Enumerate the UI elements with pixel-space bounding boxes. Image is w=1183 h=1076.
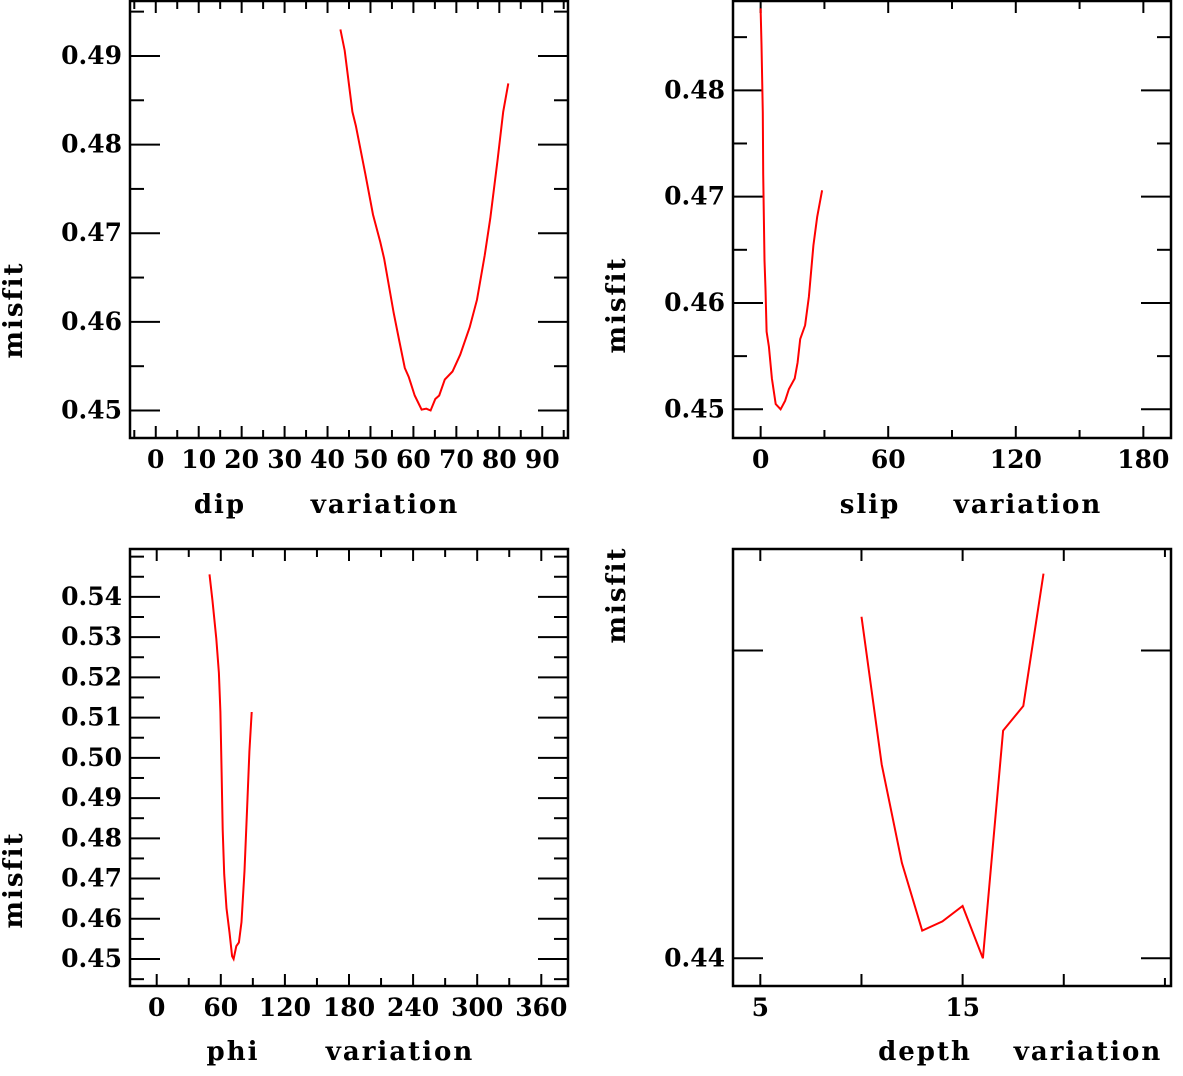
x-axis-title: variation	[953, 490, 1103, 520]
misfit-curve-depth	[860, 573, 1045, 959]
y-tick-label: 0.45	[664, 394, 725, 423]
y-tick-label: 0.47	[61, 864, 122, 893]
y-tick-label: 0.47	[61, 218, 122, 247]
y-tick-label: 0.47	[664, 182, 725, 211]
x-tick-label: 70	[439, 445, 474, 474]
x-tick-label: 120	[259, 993, 311, 1022]
y-tick-label: 0.53	[61, 622, 122, 651]
panel-slip: 0 60 120 180 0.45 0.46 0.47 0.48 slip variation mi…	[602, 0, 1173, 520]
x-tick-label: 360	[515, 993, 567, 1022]
x-tick-label: 0	[147, 445, 164, 474]
y-axis-title: misfit	[0, 831, 29, 928]
y-tick-label: 0.46	[61, 307, 122, 336]
x-tick-label: 80	[482, 445, 517, 474]
x-tick-label: 120	[990, 445, 1042, 474]
y-tick-label: 0.45	[61, 944, 122, 973]
y-tick-label: 0.46	[61, 904, 122, 933]
x-tick-label: 180	[1117, 445, 1169, 474]
y-axis-title: misfit	[602, 256, 632, 353]
x-axis-title: depth	[878, 1037, 972, 1067]
x-axis-title: slip	[840, 490, 901, 520]
x-tick-label: 15	[945, 993, 980, 1022]
y-tick-label: 0.54	[61, 582, 122, 611]
plot-frame	[731, 0, 1173, 440]
x-tick-label: 5	[752, 993, 769, 1022]
x-axis-title: variation	[325, 1037, 475, 1067]
x-tick-label: 10	[181, 445, 216, 474]
y-tick-label: 0.49	[61, 41, 122, 70]
x-tick-label: 180	[323, 993, 375, 1022]
misfit-curve-dip	[339, 29, 510, 412]
x-tick-label: 0	[148, 993, 165, 1022]
y-tick-label: 0.48	[61, 130, 122, 159]
x-axis-title: phi	[207, 1037, 260, 1067]
y-tick-label: 0.44	[664, 943, 725, 972]
x-tick-label: 60	[203, 993, 238, 1022]
x-tick-label: 50	[353, 445, 388, 474]
x-tick-label: 60	[396, 445, 431, 474]
y-tick-label: 0.49	[61, 783, 122, 812]
x-tick-label: 0	[752, 445, 769, 474]
y-tick-label: 0.52	[61, 662, 122, 691]
misfit-curve-slip	[759, 8, 824, 412]
x-axis-title: dip	[194, 490, 246, 520]
x-tick-label: 30	[267, 445, 302, 474]
x-tick-label: 60	[871, 445, 906, 474]
y-tick-label: 0.48	[61, 823, 122, 852]
panel-depth: 5 15 0.44 depth variation misfit	[602, 546, 1173, 1067]
y-tick-label: 0.50	[61, 743, 122, 772]
panel-dip: 0 10 20 30 40 50 60 70 80 90 0.45 0.46 0.47 0.48 0.49 d…	[0, 0, 570, 520]
misfit-curve-phi	[208, 574, 253, 962]
x-tick-label: 40	[310, 445, 345, 474]
plot-frame	[731, 547, 1173, 988]
x-axis-title: variation	[310, 490, 460, 520]
x-tick-label: 20	[224, 445, 259, 474]
plot-frame	[128, 547, 570, 988]
panel-phi: 0 60 120 180 240 300 360 0.45 0.46 0.47 0.48 0.49 0.…	[0, 547, 570, 1067]
y-axis-title: misfit	[0, 261, 29, 358]
x-tick-label: 300	[451, 993, 503, 1022]
x-axis-title: variation	[1013, 1037, 1163, 1067]
y-tick-label: 0.45	[61, 396, 122, 425]
y-tick-label: 0.48	[664, 75, 725, 104]
x-tick-label: 240	[387, 993, 439, 1022]
y-tick-label: 0.51	[61, 703, 122, 732]
plot-frame	[128, 0, 570, 440]
y-tick-label: 0.46	[664, 288, 725, 317]
y-axis-title: misfit	[602, 546, 632, 643]
x-tick-label: 90	[525, 445, 560, 474]
